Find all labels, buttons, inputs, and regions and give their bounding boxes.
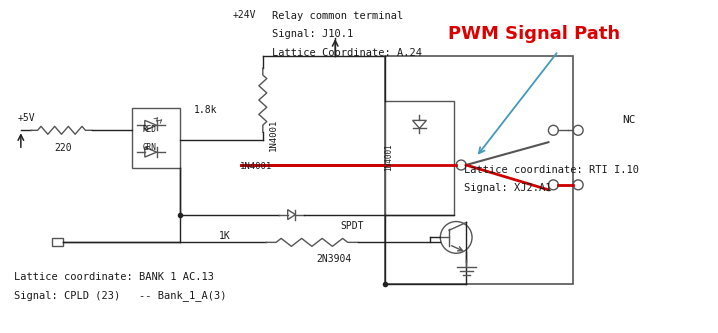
Text: 1K: 1K <box>219 231 231 241</box>
Text: 1N4001: 1N4001 <box>240 162 272 171</box>
Text: 1.8k: 1.8k <box>194 105 218 115</box>
Bar <box>385 101 454 214</box>
Text: PWM Signal Path: PWM Signal Path <box>448 25 620 43</box>
Text: 1N4001: 1N4001 <box>384 143 393 171</box>
Text: +5V: +5V <box>17 113 35 123</box>
Text: +24V: +24V <box>232 10 256 20</box>
Text: 1N4001: 1N4001 <box>269 119 278 151</box>
Text: 2N3904: 2N3904 <box>317 254 352 264</box>
Text: Lattice coordinate: RTI I.10: Lattice coordinate: RTI I.10 <box>465 165 639 175</box>
Text: RED: RED <box>143 125 157 134</box>
Text: Signal: CPLD (23)   -- Bank_1_A(3): Signal: CPLD (23) -- Bank_1_A(3) <box>14 290 226 301</box>
Text: 220: 220 <box>55 143 73 153</box>
Text: Lattice Coordinate: A.24: Lattice Coordinate: A.24 <box>272 48 422 58</box>
Text: SPDT: SPDT <box>340 221 363 231</box>
Text: NC: NC <box>623 115 636 125</box>
Text: Lattice coordinate: BANK 1 AC.13: Lattice coordinate: BANK 1 AC.13 <box>14 272 214 282</box>
Text: Signal: J10.1: Signal: J10.1 <box>272 29 353 39</box>
Text: Signal: XJ2.A1: Signal: XJ2.A1 <box>465 183 552 193</box>
Bar <box>52 238 63 246</box>
Text: Relay common terminal: Relay common terminal <box>272 11 404 21</box>
Bar <box>385 56 573 284</box>
Bar <box>132 109 180 168</box>
Text: GRN: GRN <box>143 143 157 152</box>
